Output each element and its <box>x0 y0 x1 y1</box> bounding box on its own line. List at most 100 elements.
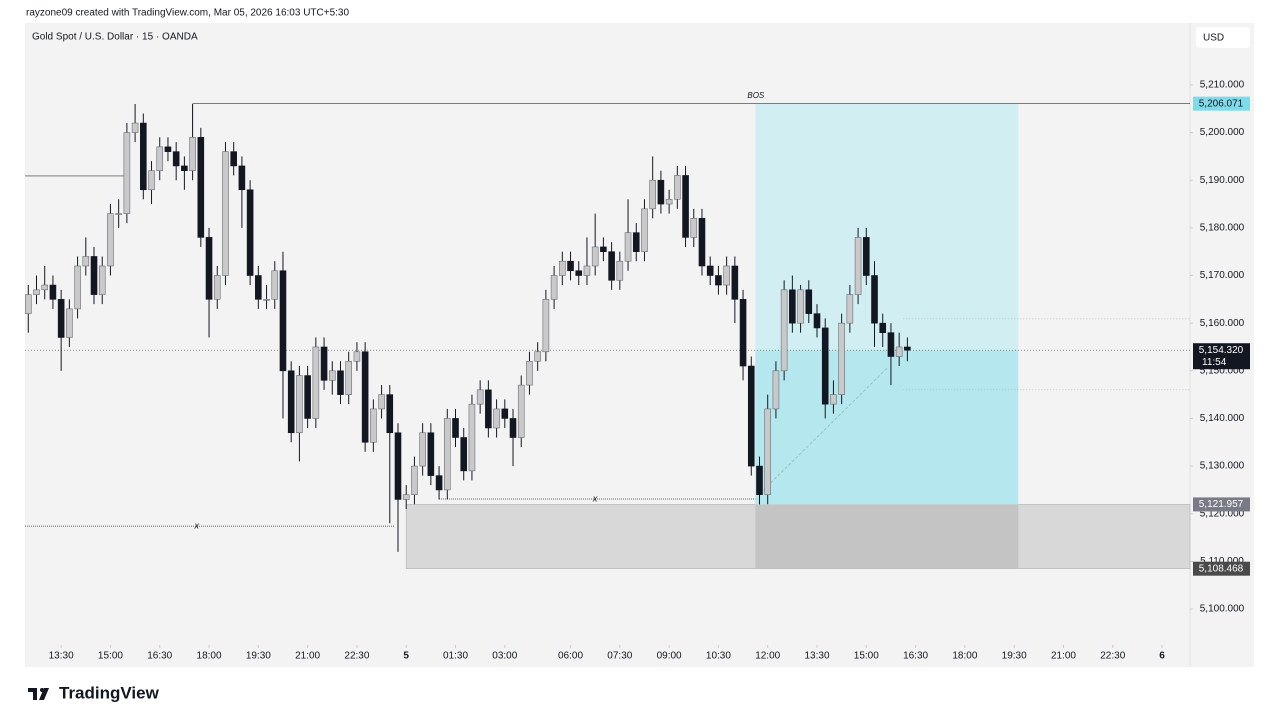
y-tick-label: 5,210.000 <box>1200 80 1245 91</box>
x-tick-label: 16:30 <box>147 651 172 662</box>
currency[interactable]: USD <box>1203 33 1224 44</box>
y-tick-label: 5,180.000 <box>1200 223 1245 234</box>
candle-body <box>49 284 57 300</box>
stop-tag: 5,108.468 <box>1199 563 1244 574</box>
symbol-title: Gold Spot / U.S. Dollar · 15 · OANDA <box>32 32 198 43</box>
y-tick-label: 5,150.000 <box>1200 365 1245 376</box>
candle-body <box>756 465 763 495</box>
candle-body <box>879 322 887 333</box>
candle-body <box>213 275 221 300</box>
candle-body <box>821 327 829 405</box>
stop-tag-bg <box>1193 561 1250 576</box>
candle-body <box>517 384 525 438</box>
y-tick-label: 5,120.000 <box>1200 508 1245 519</box>
x-tick-label: 03:00 <box>492 651 517 662</box>
candle-body <box>559 260 566 276</box>
candle-body <box>66 308 73 338</box>
y-tick-label: 5,160.000 <box>1200 318 1245 329</box>
last-price-tag: 5,154.320 <box>1199 345 1244 356</box>
candle-body <box>534 351 541 362</box>
x-tick-label: 07:30 <box>607 651 632 662</box>
candle-body <box>361 351 369 443</box>
candle-body <box>567 260 574 272</box>
candle-body <box>591 246 599 267</box>
candle-body <box>337 370 344 395</box>
y-tick-label: 5,140.000 <box>1200 413 1245 424</box>
y-tick-label: 5,100.000 <box>1200 604 1245 615</box>
candle-body <box>452 418 459 438</box>
candle-body <box>181 165 188 171</box>
candle-body <box>838 322 845 395</box>
x-tick-label: 01:30 <box>443 651 468 662</box>
target-tag-bg <box>1193 96 1250 111</box>
x-tick-label: 19:30 <box>1002 651 1027 662</box>
level-label: x <box>193 521 199 531</box>
candle-body <box>98 265 106 295</box>
x-tick-label: 10:30 <box>706 651 731 662</box>
candle-body <box>493 408 500 429</box>
candle-body <box>583 265 591 276</box>
y-tick-label: 5,130.000 <box>1200 461 1245 472</box>
candle-body <box>698 218 706 267</box>
candle-body <box>764 408 772 495</box>
candle-body <box>378 394 385 410</box>
candle-body <box>148 170 155 191</box>
candle-body <box>460 437 468 472</box>
candle-body <box>271 270 279 300</box>
candle-body <box>123 132 131 214</box>
candle-body <box>542 299 550 353</box>
candle-body <box>789 289 796 324</box>
candle-body <box>715 275 722 286</box>
candle-body <box>107 213 114 267</box>
candle-body <box>328 370 336 381</box>
candle-body <box>690 218 698 238</box>
candle-body <box>747 365 755 467</box>
candle-body <box>402 494 410 500</box>
candle-body <box>805 289 813 314</box>
x-tick-label: 15:00 <box>854 651 879 662</box>
candle-body <box>57 299 65 338</box>
candle-body <box>657 179 665 205</box>
candle-body <box>197 137 205 238</box>
candle-body <box>411 465 418 495</box>
x-tick-label: 13:30 <box>49 651 74 662</box>
candle-body <box>616 260 624 281</box>
candle-body <box>665 198 673 205</box>
candle-body <box>871 275 878 324</box>
candle-body <box>830 394 837 405</box>
x-tick-label: 22:30 <box>1100 651 1125 662</box>
attribution: rayzone09 created with TradingView.com, … <box>26 8 349 19</box>
candle-body <box>222 151 229 276</box>
currency-box[interactable] <box>1196 27 1250 48</box>
candle-body <box>345 360 353 395</box>
candle-body <box>24 294 32 314</box>
candle-body <box>731 265 739 300</box>
candle-body <box>205 237 213 300</box>
x-tick-label: 15:00 <box>98 651 123 662</box>
candle-body <box>156 146 164 171</box>
last-price-tag-countdown: 11:54 <box>1202 357 1227 368</box>
candle-body <box>476 389 484 405</box>
level-label: x <box>592 493 598 503</box>
candle-body <box>246 189 254 276</box>
candle-body <box>895 346 903 357</box>
trend-line <box>763 368 888 491</box>
x-tick-label: 21:00 <box>295 651 320 662</box>
entry-tag: 5,121.957 <box>1199 499 1244 510</box>
x-tick-label: 18:00 <box>952 651 977 662</box>
candle-body <box>279 270 287 372</box>
candle-body <box>287 370 295 434</box>
candle-body <box>386 394 394 434</box>
candle-body <box>164 146 172 152</box>
candle-body <box>82 256 90 267</box>
candle-body <box>575 270 583 276</box>
candle-body <box>600 246 607 252</box>
candle-body <box>772 370 780 410</box>
chart-bg <box>25 23 1254 667</box>
candle-body <box>674 175 681 200</box>
x-tick-label: 12:00 <box>755 651 780 662</box>
target-tag: 5,206.071 <box>1199 98 1244 109</box>
candle-body <box>394 432 402 500</box>
